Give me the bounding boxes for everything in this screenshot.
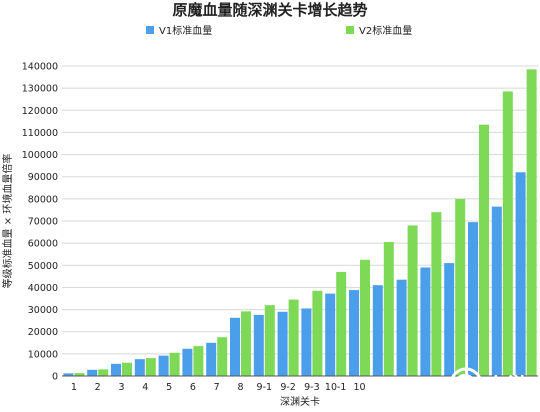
bar-v2 (217, 337, 228, 376)
y-tick-label: 60000 (28, 239, 58, 250)
bars (63, 69, 537, 377)
bar-v1 (444, 263, 455, 376)
bar-v2 (455, 198, 466, 376)
bar-v1 (158, 355, 169, 376)
bar-v2 (479, 124, 489, 376)
bar-v1 (396, 279, 407, 376)
bar-v1 (301, 308, 312, 376)
x-tick-label: 10-1 (325, 382, 347, 393)
x-tick-label: 6 (190, 382, 196, 393)
legend-swatch-v2 (346, 26, 354, 34)
bar-v2 (336, 271, 347, 376)
y-axis-ticks: 0 10000 20000 30000 40000 50000 60000 70000 8000… (22, 62, 58, 383)
bar-v1 (372, 285, 383, 376)
x-tick-label: 4 (142, 382, 148, 393)
watermark-logo-icon (449, 367, 483, 401)
y-tick-label: 110000 (22, 128, 58, 139)
bar-v1 (468, 222, 478, 376)
legend: V1标准血量 V2标准血量 (146, 24, 412, 37)
x-tick-label: 2 (95, 382, 101, 393)
bar-v2 (288, 299, 299, 376)
y-tick-label: 90000 (28, 172, 58, 183)
x-tick-label: 9-2 (280, 382, 296, 393)
bar-v1 (182, 348, 193, 376)
bar-v1 (515, 172, 526, 376)
y-tick-label: 50000 (28, 261, 58, 272)
x-tick-label: 8 (237, 382, 243, 393)
bar-v1 (253, 314, 264, 376)
legend-label-v2: V2标准血量 (359, 24, 412, 37)
x-tick-label: 7 (214, 382, 220, 393)
bar-v1 (420, 267, 431, 376)
chart-title: 原魔血量随深渊关卡增长趋势 (172, 1, 367, 19)
y-axis-title: 等级标准血量 × 环境血量倍率 (1, 154, 14, 289)
x-tick-label: 1 (71, 382, 77, 393)
bar-v1 (63, 373, 74, 376)
bar-v2 (169, 352, 180, 376)
bar-v2 (98, 369, 109, 376)
bar-v2 (193, 346, 204, 376)
x-tick-label: 3 (118, 382, 124, 393)
bar-v1 (325, 293, 336, 376)
gridlines (62, 65, 538, 377)
x-tick-label: 10 (353, 382, 365, 393)
bar-v2 (360, 259, 370, 376)
bar-v1 (491, 206, 502, 376)
y-tick-label: 0 (52, 372, 58, 383)
x-tick-label: 9-3 (304, 382, 320, 393)
bar-v2 (74, 373, 85, 376)
watermark-logo-stroke (457, 373, 477, 394)
x-tick-label: 5 (166, 382, 172, 393)
watermark: 九游 (449, 367, 528, 401)
bar-v2 (526, 69, 537, 377)
bar-v1 (349, 290, 359, 376)
y-tick-label: 100000 (22, 150, 58, 161)
legend-label-v1: V1标准血量 (159, 24, 212, 37)
bar-v1 (230, 317, 240, 376)
bar-v1 (111, 363, 121, 376)
x-tick-label: 9-1 (257, 382, 273, 393)
y-tick-label: 10000 (28, 349, 58, 360)
x-axis-ticks: 1 2 3 4 5 6 7 8 9-1 9-2 9-3 10-1 10 (71, 382, 366, 393)
bar-v2 (502, 91, 513, 376)
watermark-text: 九游 (487, 373, 528, 397)
bar-v1 (87, 369, 98, 376)
bar-v1 (277, 311, 288, 376)
bar-v2 (241, 311, 251, 376)
legend-swatch-v1 (146, 26, 154, 34)
y-tick-label: 130000 (22, 84, 58, 95)
y-tick-label: 70000 (28, 217, 58, 228)
bar-v1 (206, 342, 217, 376)
bar-v2 (407, 225, 418, 376)
x-axis-title: 深渊关卡 (280, 395, 320, 408)
y-tick-label: 140000 (22, 62, 58, 73)
bar-v2 (122, 362, 132, 376)
y-tick-label: 80000 (28, 194, 58, 205)
bar-v2 (383, 242, 394, 376)
y-tick-label: 30000 (28, 305, 58, 316)
bar-v1 (134, 359, 145, 376)
bar-v2 (312, 290, 323, 376)
y-tick-label: 120000 (22, 106, 58, 117)
bar-v2 (431, 212, 442, 376)
y-tick-label: 40000 (28, 283, 58, 294)
bar-v2 (264, 305, 275, 376)
y-tick-label: 20000 (28, 327, 58, 338)
bar-v2 (145, 358, 156, 376)
